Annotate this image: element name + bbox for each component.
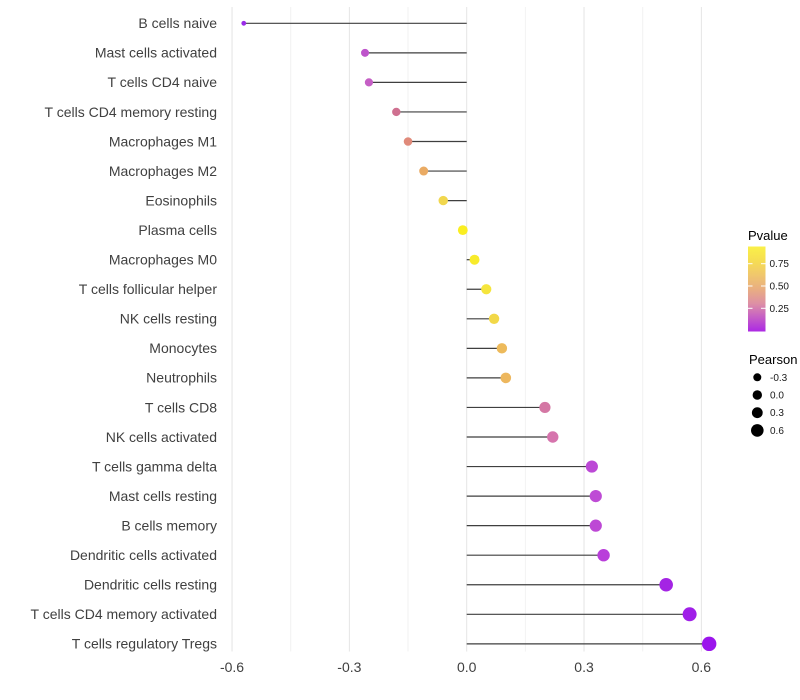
y-axis-label: T cells CD4 memory activated (31, 606, 217, 622)
pvalue-tick-label: 0.25 (770, 304, 790, 315)
y-axis-label: T cells CD4 memory resting (45, 104, 217, 120)
lollipop-point (539, 401, 551, 414)
x-axis-tick-label: 0.3 (574, 659, 594, 675)
y-axis-label: Mast cells activated (95, 45, 217, 61)
pearson-size-dot (751, 424, 764, 437)
pearson-legend-title: Pearson (749, 352, 797, 367)
lollipop-point (547, 431, 559, 443)
lollipop-point (481, 284, 492, 295)
lollipop-point (701, 636, 717, 652)
pearson-size-label: -0.3 (770, 373, 788, 384)
y-axis-label: T cells follicular helper (79, 281, 218, 297)
x-axis-tick-label: -0.6 (220, 659, 244, 675)
lollipop-point (241, 20, 247, 26)
pearson-size-label: 0.3 (770, 408, 784, 419)
y-axis-label: Eosinophils (145, 192, 217, 208)
y-axis-label: T cells CD8 (145, 399, 217, 415)
lollipop-point (488, 313, 500, 324)
pvalue-tick-label: 0.75 (770, 259, 790, 270)
x-axis-tick-label: 0.0 (457, 659, 477, 675)
lollipop-point (589, 519, 602, 532)
pearson-size-label: 0.0 (770, 391, 784, 402)
pvalue-colorbar (748, 246, 766, 332)
y-axis-label: Dendritic cells activated (70, 547, 217, 563)
y-axis-label: NK cells resting (120, 311, 217, 327)
y-axis-label: Macrophages M1 (109, 133, 217, 149)
lollipop-point (403, 137, 413, 146)
y-axis-label: Dendritic cells resting (84, 577, 217, 593)
y-axis-label: T cells regulatory Tregs (72, 636, 217, 652)
y-axis-label: NK cells activated (106, 429, 217, 445)
pearson-size-dot (752, 390, 762, 400)
lollipop-point (659, 577, 673, 592)
y-axis-label: Monocytes (149, 340, 217, 356)
lollipop-point (496, 343, 508, 354)
pearson-size-label: 0.6 (770, 426, 784, 437)
y-axis-label: B cells naive (138, 15, 217, 31)
lollipop-point (438, 195, 448, 206)
x-axis-tick-label: 0.6 (692, 659, 712, 675)
lollipop-point (364, 78, 374, 87)
pearson-size-dot (753, 373, 762, 382)
lollipop-point (585, 460, 598, 473)
lollipop-point (361, 48, 370, 57)
pearson-size-dot (751, 407, 763, 419)
lollipop-point (597, 549, 610, 562)
lollipop-point (589, 490, 602, 503)
y-axis-label: Macrophages M2 (109, 163, 217, 179)
y-axis-label: Neutrophils (146, 370, 217, 386)
x-axis-tick-label: -0.3 (337, 659, 361, 675)
lollipop-point (457, 225, 468, 236)
lollipop-point (682, 607, 697, 622)
pvalue-tick-label: 0.50 (770, 282, 790, 293)
lollipop-point (419, 166, 429, 176)
y-axis-label: B cells memory (121, 517, 217, 533)
y-axis-label: T cells gamma delta (92, 458, 217, 474)
y-axis-label: Macrophages M0 (109, 252, 217, 268)
y-axis-label: Plasma cells (138, 222, 217, 238)
y-axis-label: Mast cells resting (109, 488, 217, 504)
pvalue-legend-title: Pvalue (748, 228, 788, 243)
lollipop-point (392, 107, 401, 117)
y-axis-label: T cells CD4 naive (108, 74, 218, 90)
lollipop-point (500, 372, 512, 384)
lollipop-point (469, 254, 480, 265)
